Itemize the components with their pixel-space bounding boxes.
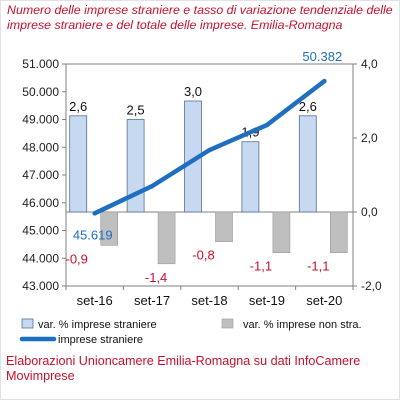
y-left-tick-label: 43.000 <box>22 279 59 293</box>
bar-var-imprese-non-stra <box>100 211 118 246</box>
bar-var-imprese-straniere <box>69 115 88 213</box>
legend-swatch-straniere <box>21 318 34 329</box>
y-left-tick-label: 48.000 <box>22 140 59 154</box>
bar-var-imprese-non-stra <box>329 211 348 254</box>
legend-label-line: imprese straniere <box>58 334 143 346</box>
legend-label-non-stra: var. % imprese non stra. <box>243 319 362 331</box>
data-label-non-stra: -1,1 <box>250 259 272 274</box>
bar-var-imprese-straniere <box>241 141 260 213</box>
line-point-imprese-straniere <box>149 183 155 189</box>
line-point-imprese-straniere <box>322 78 327 84</box>
line-label-end: 50.382 <box>302 49 342 64</box>
x-category-label: set-19 <box>249 293 285 308</box>
legend-swatch-non-stra <box>221 318 234 329</box>
data-label-non-stra: -0,8 <box>192 248 214 263</box>
bar-var-imprese-straniere <box>126 119 145 213</box>
y-left-tick-label: 46.000 <box>22 196 59 210</box>
bar-var-imprese-non-stra <box>272 211 291 254</box>
x-category-label: set-16 <box>77 293 113 308</box>
y-right-tick-label: 4,0 <box>361 57 378 71</box>
legend-label-straniere: var. % imprese straniere <box>38 319 157 331</box>
line-point-imprese-straniere <box>92 211 97 216</box>
data-label-non-stra: -1,1 <box>307 259 329 274</box>
y-left-tick-label: 51.000 <box>22 57 59 71</box>
data-label-non-stra: -1,4 <box>145 270 167 285</box>
chart-title: Numero delle imprese straniere e tasso d… <box>7 3 393 32</box>
y-left-tick-label: 47.000 <box>22 168 59 182</box>
bar-var-imprese-non-stra <box>157 211 176 265</box>
data-label-straniere: 2,6 <box>299 99 317 114</box>
line-point-imprese-straniere <box>264 122 270 128</box>
data-label-straniere: 3,0 <box>184 84 202 99</box>
x-category-label: set-20 <box>306 293 342 308</box>
data-label-straniere: 2,5 <box>127 103 145 118</box>
line-point-imprese-straniere <box>207 147 212 153</box>
y-left-tick-label: 50.000 <box>22 85 59 99</box>
x-category-label: set-18 <box>191 293 227 308</box>
y-left-tick-label: 44.000 <box>22 251 59 265</box>
bar-var-imprese-non-stra <box>215 211 233 242</box>
data-label-non-stra: -0,9 <box>65 251 87 266</box>
source-note: Elaborazioni Unioncamere Emilia-Romagna … <box>6 354 361 383</box>
data-label-straniere: 2,6 <box>69 99 87 114</box>
line-label-start: 45.619 <box>73 227 113 242</box>
y-right-tick-label: 2,0 <box>361 131 378 145</box>
y-left-tick-label: 49.000 <box>22 113 59 127</box>
x-category-label: set-17 <box>134 293 170 308</box>
y-right-tick-label: 0,0 <box>361 205 378 219</box>
bar-var-imprese-straniere <box>298 115 317 213</box>
y-right-tick-label: -2,0 <box>361 279 382 293</box>
y-left-tick-label: 45.000 <box>22 224 59 238</box>
